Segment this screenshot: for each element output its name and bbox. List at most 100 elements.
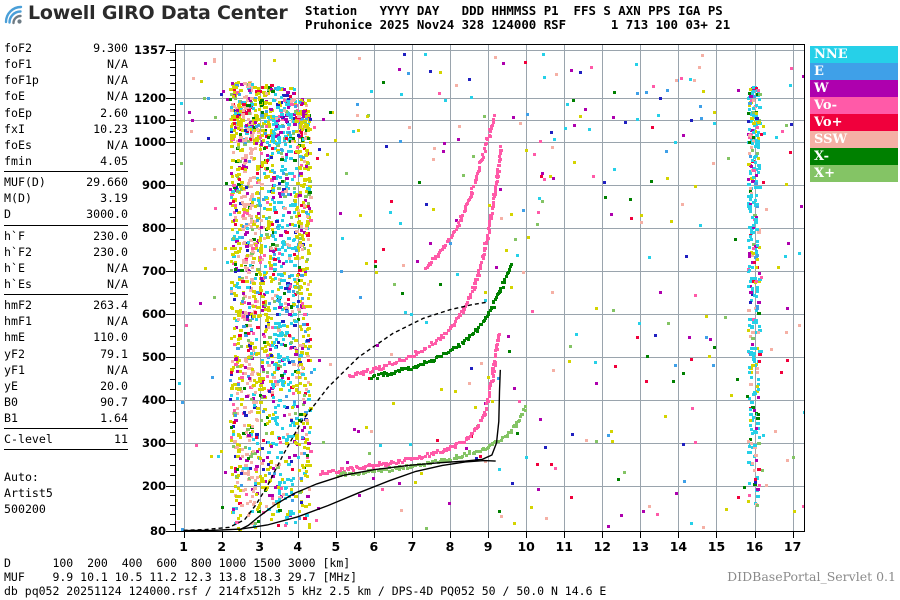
ionogram-plot[interactable] (175, 44, 805, 532)
noise-pixel (248, 386, 253, 390)
noise-pixel (305, 388, 309, 392)
y-tick-minor (170, 367, 175, 369)
noise-pixel (747, 371, 751, 375)
noise-pixel (255, 407, 260, 411)
noise-pixel (306, 358, 310, 362)
noise-pixel (757, 146, 761, 150)
noise-pixel (757, 467, 762, 471)
param-value: N/A (107, 137, 128, 152)
noise-pixel (355, 103, 359, 107)
noise-pixel (243, 331, 248, 335)
legend-item-vo[interactable]: Vo+ (810, 114, 898, 131)
x-tick (792, 532, 794, 538)
param-value: N/A (107, 73, 128, 88)
noise-pixel (283, 334, 287, 338)
noise-pixel (306, 231, 310, 235)
noise-pixel (297, 309, 301, 313)
noise-pixel (276, 422, 280, 426)
noise-pixel (579, 70, 583, 74)
echo-trace-point (431, 452, 435, 456)
legend-item-ssw[interactable]: SSW (810, 131, 898, 148)
noise-pixel (237, 434, 242, 438)
legend-item-w[interactable]: W (810, 80, 898, 97)
noise-pixel (248, 357, 252, 361)
noise-pixel (254, 433, 259, 437)
noise-pixel (273, 205, 277, 209)
noise-pixel (308, 206, 312, 210)
noise-pixel (248, 90, 252, 94)
noise-pixel (254, 400, 259, 404)
y-tick-label: 80 (149, 524, 166, 538)
noise-pixel (240, 390, 244, 394)
noise-pixel (246, 211, 250, 215)
noise-pixel (247, 411, 251, 415)
noise-pixel (268, 266, 273, 270)
legend-item-nne[interactable]: NNE (810, 46, 898, 63)
noise-pixel (752, 135, 756, 139)
legend-item-e[interactable]: E (810, 63, 898, 80)
legend-item-vo[interactable]: Vo- (810, 97, 898, 114)
noise-pixel (748, 169, 752, 173)
echo-trace-point (348, 471, 352, 475)
y-tick-minor (170, 238, 175, 240)
noise-pixel (248, 146, 252, 150)
noise-pixel (258, 380, 263, 384)
noise-pixel (262, 270, 266, 274)
noise-pixel (252, 198, 257, 202)
noise-pixel (613, 364, 617, 368)
legend-item-x[interactable]: X+ (810, 165, 898, 182)
noise-pixel (302, 445, 306, 449)
noise-pixel (250, 227, 254, 231)
noise-pixel (749, 231, 753, 235)
noise-pixel (749, 229, 753, 233)
noise-pixel (292, 252, 296, 256)
noise-pixel (281, 324, 286, 328)
param-name: h`E (4, 260, 25, 275)
noise-pixel (257, 410, 261, 414)
noise-pixel (292, 439, 296, 443)
noise-pixel (253, 467, 258, 471)
noise-pixel (478, 455, 482, 459)
legend-item-x[interactable]: X- (810, 148, 898, 165)
noise-pixel (229, 292, 233, 296)
noise-pixel (294, 416, 298, 420)
noise-pixel (232, 236, 236, 240)
noise-pixel (229, 106, 233, 110)
echo-trace-point (496, 342, 500, 346)
noise-pixel (400, 509, 404, 513)
noise-pixel (229, 212, 233, 216)
noise-pixel (541, 52, 545, 56)
noise-pixel (302, 344, 307, 348)
noise-pixel (391, 402, 395, 406)
noise-pixel (267, 92, 271, 96)
noise-pixel (293, 245, 298, 249)
noise-pixel (389, 210, 393, 214)
noise-pixel (280, 192, 285, 196)
noise-pixel (749, 204, 753, 208)
noise-pixel (245, 382, 249, 386)
noise-pixel (539, 417, 543, 421)
noise-pixel (629, 197, 633, 201)
noise-pixel (233, 363, 238, 367)
noise-pixel (267, 494, 271, 498)
noise-pixel (286, 298, 290, 302)
noise-pixel (249, 148, 253, 152)
noise-pixel (259, 249, 263, 253)
noise-pixel (754, 114, 758, 118)
noise-pixel (234, 418, 239, 422)
noise-pixel (300, 183, 304, 187)
noise-pixel (254, 125, 258, 129)
grid-line-vertical (335, 45, 337, 531)
echo-trace-point (488, 384, 492, 388)
noise-pixel (253, 482, 257, 486)
noise-pixel (242, 472, 247, 476)
noise-pixel (239, 195, 243, 199)
noise-pixel (757, 329, 762, 333)
noise-pixel (301, 210, 306, 214)
noise-pixel (249, 434, 253, 438)
noise-pixel (333, 139, 337, 143)
noise-pixel (724, 507, 728, 511)
noise-pixel (275, 415, 280, 419)
noise-pixel (230, 196, 234, 200)
noise-pixel (284, 308, 288, 312)
